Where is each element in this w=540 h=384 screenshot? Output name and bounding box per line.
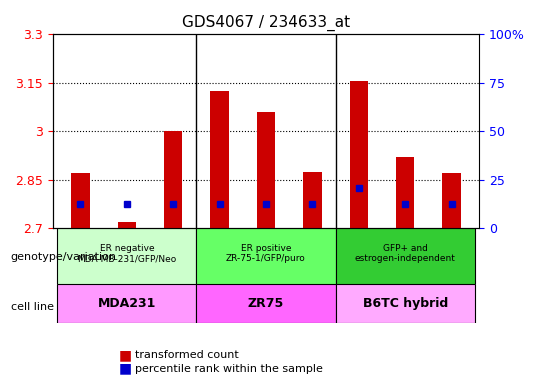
Text: genotype/variation: genotype/variation [11, 252, 117, 262]
Bar [210, 91, 229, 228]
Bar [118, 222, 136, 228]
FancyBboxPatch shape [335, 284, 475, 323]
Text: ER negative
MDA-MB-231/GFP/Neo: ER negative MDA-MB-231/GFP/Neo [77, 244, 177, 263]
Bar [256, 112, 275, 228]
Bar [442, 173, 461, 228]
Text: ■: ■ [119, 362, 132, 376]
Bar [303, 172, 322, 228]
FancyBboxPatch shape [197, 228, 335, 284]
Text: transformed count: transformed count [135, 350, 239, 360]
FancyBboxPatch shape [57, 228, 197, 284]
Bar [164, 131, 183, 228]
FancyBboxPatch shape [197, 284, 335, 323]
Text: ZR75: ZR75 [248, 297, 284, 310]
Bar [396, 157, 415, 228]
Title: GDS4067 / 234633_at: GDS4067 / 234633_at [182, 15, 350, 31]
Bar [71, 173, 90, 228]
Text: B6TC hybrid: B6TC hybrid [362, 297, 448, 310]
Text: GFP+ and
estrogen-independent: GFP+ and estrogen-independent [355, 244, 456, 263]
Text: cell line: cell line [11, 302, 54, 312]
Text: ■: ■ [119, 348, 132, 362]
Bar [349, 81, 368, 228]
FancyBboxPatch shape [335, 228, 475, 284]
Text: MDA231: MDA231 [98, 297, 156, 310]
Text: percentile rank within the sample: percentile rank within the sample [135, 364, 323, 374]
FancyBboxPatch shape [57, 284, 197, 323]
Text: ER positive
ZR-75-1/GFP/puro: ER positive ZR-75-1/GFP/puro [226, 244, 306, 263]
